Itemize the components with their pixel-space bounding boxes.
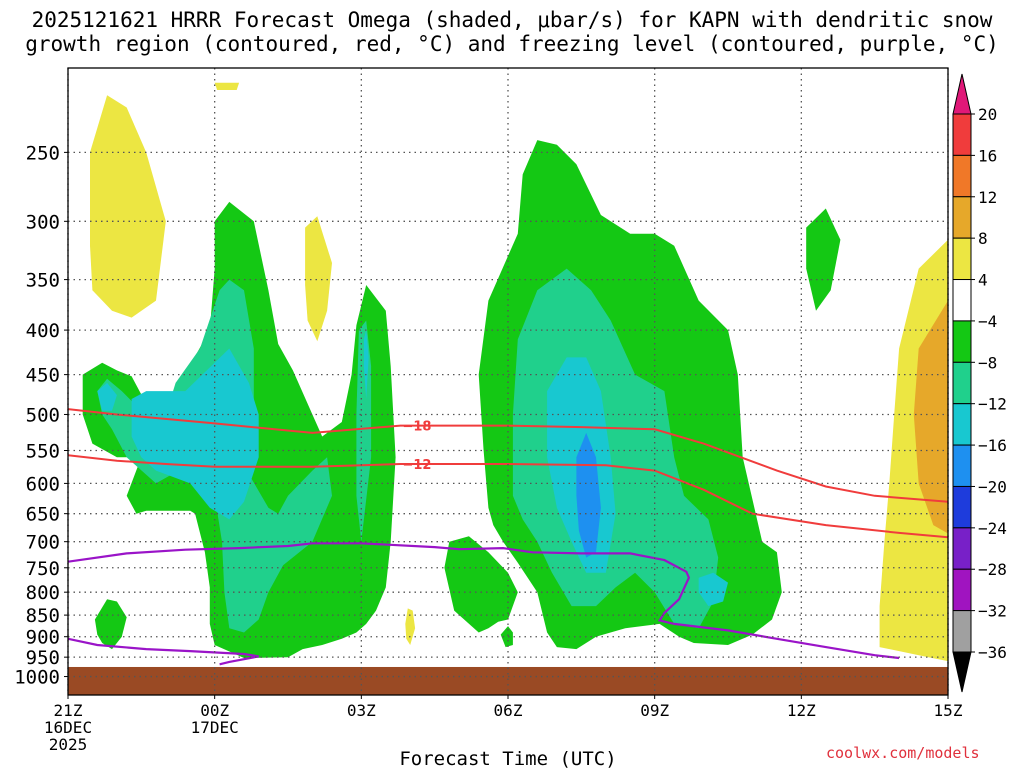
x-tick-label: 2025 xyxy=(49,735,88,754)
y-tick-label: 700 xyxy=(26,532,60,554)
y-tick-label: 450 xyxy=(26,365,60,387)
y-tick-label: 750 xyxy=(26,558,60,580)
omega-shaded-region xyxy=(913,300,948,534)
x-tick-label: 06Z xyxy=(494,701,523,720)
colorbar-swatch xyxy=(952,279,972,322)
omega-shaded-region xyxy=(405,608,416,645)
y-tick-label: 500 xyxy=(26,404,60,426)
omega-shaded-region xyxy=(500,626,513,648)
y-tick-label: 600 xyxy=(26,473,60,495)
y-tick-label: 300 xyxy=(26,211,60,233)
freezing-level-line xyxy=(68,542,900,660)
x-tick-label: 15Z xyxy=(934,701,963,720)
omega-shaded-region xyxy=(444,536,518,633)
gridlines xyxy=(67,68,949,695)
colorbar-tick-label: 8 xyxy=(978,229,988,248)
y-tick-label: 400 xyxy=(26,320,60,342)
plot-area xyxy=(68,82,948,695)
colorbar-tick-label: −24 xyxy=(978,519,1007,538)
colorbar-swatch xyxy=(952,196,972,239)
title-line: 2025121621 HRRR Forecast Omega (shaded, … xyxy=(31,8,993,32)
colorbar: 20 16 12 8 4 −4 −8 −12 −16 −20 −24 −28 −32 −36 xyxy=(952,73,1007,693)
colorbar-swatch xyxy=(952,610,972,653)
colorbar-swatch xyxy=(952,485,972,529)
omega-shaded-region xyxy=(90,95,166,318)
chart-title: 2025121621 HRRR Forecast Omega (shaded, … xyxy=(0,8,1024,56)
x-axis-title: Forecast Time (UTC) xyxy=(399,748,616,768)
colorbar-tick-label: −28 xyxy=(978,560,1007,579)
y-tick-label: 900 xyxy=(26,627,60,649)
colorbar-swatch xyxy=(952,73,972,115)
x-tick-label: 17DEC xyxy=(191,718,239,737)
isotherm-label: −12 xyxy=(402,458,431,473)
isotherm-label: −18 xyxy=(402,420,431,435)
x-tick-label: 09Z xyxy=(640,701,669,720)
colorbar-swatch xyxy=(952,320,972,363)
dendritic-isotherm-line xyxy=(68,454,948,539)
colorbar-swatch xyxy=(952,651,972,693)
colorbar-swatch xyxy=(952,527,972,570)
x-tick-label: 21Z xyxy=(54,701,83,720)
colorbar-tick-label: −16 xyxy=(978,436,1007,455)
omega-shaded-region xyxy=(305,216,332,342)
freezing-level-line xyxy=(68,637,259,666)
y-tick-label: 1000 xyxy=(14,667,60,689)
omega-shaded-region xyxy=(214,82,240,90)
dendritic-isotherm-line xyxy=(68,408,948,503)
omega-shaded-region xyxy=(94,599,127,650)
colorbar-swatch xyxy=(952,361,972,405)
colorbar-tick-label: −4 xyxy=(978,312,997,331)
x-tick-label: 12Z xyxy=(787,701,816,720)
colorbar-swatch xyxy=(952,113,972,156)
omega-shaded-region xyxy=(512,268,719,629)
y-tick-label: 250 xyxy=(26,142,60,164)
credit-text[interactable]: coolwx.com/models xyxy=(826,744,980,762)
colorbar-tick-label: −20 xyxy=(978,477,1007,496)
y-tick-label: 850 xyxy=(26,605,60,627)
colorbar-tick-label: −36 xyxy=(978,643,1007,662)
colorbar-swatch xyxy=(952,237,972,281)
y-tick-label: 650 xyxy=(26,504,60,526)
colorbar-tick-label: 12 xyxy=(978,188,997,207)
colorbar-swatch xyxy=(952,403,972,446)
y-tick-label: 950 xyxy=(26,647,60,669)
title-line: growth region (contoured, red, °C) and f… xyxy=(25,32,999,56)
colorbar-tick-label: 16 xyxy=(978,146,997,165)
colorbar-tick-label: 4 xyxy=(978,271,988,290)
omega-shaded-region xyxy=(363,330,369,399)
omega-shaded-region xyxy=(131,348,259,520)
colorbar-swatch xyxy=(952,444,972,487)
y-tick-label: 350 xyxy=(26,270,60,292)
y-tick-label: 800 xyxy=(26,582,60,604)
x-tick-label: 03Z xyxy=(347,701,376,720)
omega-shaded-region xyxy=(806,208,841,311)
colorbar-tick-label: −32 xyxy=(978,602,1007,621)
colorbar-tick-label: 20 xyxy=(978,105,997,124)
colorbar-swatch xyxy=(952,154,972,198)
omega-shaded-region xyxy=(698,572,728,607)
x-tick-label: 00Z xyxy=(200,701,229,720)
x-tick-label: 16DEC xyxy=(44,718,92,737)
y-tick-label: 550 xyxy=(26,441,60,463)
colorbar-swatch xyxy=(952,568,972,612)
colorbar-tick-label: −12 xyxy=(978,395,1007,414)
colorbar-tick-label: −8 xyxy=(978,353,997,372)
omega-shaded-region xyxy=(97,382,117,411)
